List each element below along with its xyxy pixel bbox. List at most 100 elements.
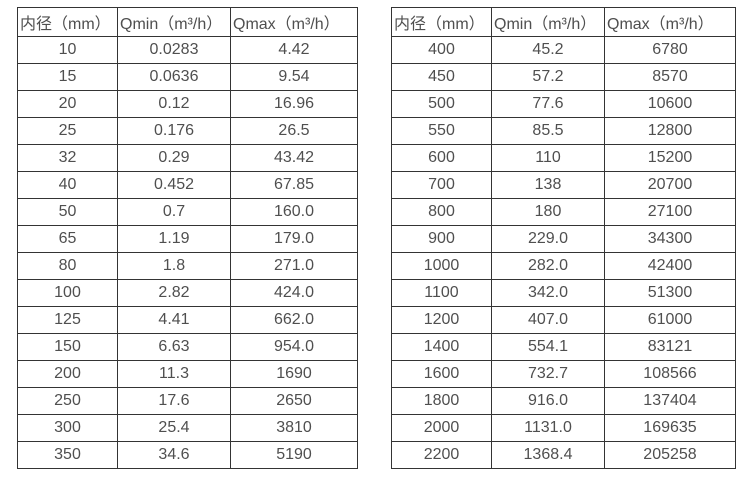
table-row: 1200 407.0 61000 [391,306,736,334]
table-cell: 12800 [604,117,736,145]
table-cell: 954.0 [230,333,358,361]
table-cell: 137404 [604,387,736,415]
column-header: Qmin（m³/h） [491,7,605,37]
table-cell: 42400 [604,252,736,280]
table-row: 150 6.63 954.0 [17,333,358,361]
table-cell: 17.6 [117,387,231,415]
table-cell: 138 [491,171,605,199]
table-cell: 43.42 [230,144,358,172]
table-cell: 110 [491,144,605,172]
table-row: 25 0.176 26.5 [17,117,358,145]
table-row: 1100 342.0 51300 [391,279,736,307]
table-cell: 83121 [604,333,736,361]
table-cell: 5190 [230,441,358,469]
table-cell: 1600 [391,360,492,388]
table-row: 20 0.12 16.96 [17,90,358,118]
table-cell: 32 [17,144,118,172]
table-cell: 25 [17,117,118,145]
flow-range-table-large-diameter: 内径（mm） Qmin（m³/h） Qmax（m³/h） 400 45.2 6780 450… [391,7,736,469]
table-cell: 1.19 [117,225,231,253]
table-row: 800 180 27100 [391,198,736,226]
table-row: 200 11.3 1690 [17,360,358,388]
table-row: 700 138 20700 [391,171,736,199]
table-row: 2000 1131.0 169635 [391,414,736,442]
column-header: 内径（mm） [391,7,492,37]
table-row: 900 229.0 34300 [391,225,736,253]
table-cell: 300 [17,414,118,442]
table-cell: 0.452 [117,171,231,199]
table-row: 65 1.19 179.0 [17,225,358,253]
table-cell: 916.0 [491,387,605,415]
table-cell: 900 [391,225,492,253]
table-cell: 8570 [604,63,736,91]
table-row: 2200 1368.4 205258 [391,441,736,469]
table-cell: 65 [17,225,118,253]
table-cell: 26.5 [230,117,358,145]
table-cell: 150 [17,333,118,361]
table-cell: 1690 [230,360,358,388]
table-cell: 51300 [604,279,736,307]
table-cell: 34300 [604,225,736,253]
table-cell: 1368.4 [491,441,605,469]
table-row: 500 77.6 10600 [391,90,736,118]
table-cell: 2200 [391,441,492,469]
table-cell: 0.7 [117,198,231,226]
table-cell: 1800 [391,387,492,415]
table-cell: 6.63 [117,333,231,361]
table-cell: 4.42 [230,36,358,64]
table-cell: 1400 [391,333,492,361]
table-cell: 67.85 [230,171,358,199]
table-cell: 3810 [230,414,358,442]
table-cell: 342.0 [491,279,605,307]
table-row: 1000 282.0 42400 [391,252,736,280]
table-cell: 1200 [391,306,492,334]
table-cell: 16.96 [230,90,358,118]
table-cell: 424.0 [230,279,358,307]
table-row: 400 45.2 6780 [391,36,736,64]
table-cell: 732.7 [491,360,605,388]
table-cell: 15200 [604,144,736,172]
column-header: Qmin（m³/h） [117,7,231,37]
table-cell: 10600 [604,90,736,118]
table-cell: 700 [391,171,492,199]
table-cell: 77.6 [491,90,605,118]
header-row: 内径（mm） Qmin（m³/h） Qmax（m³/h） [17,7,358,37]
table-cell: 271.0 [230,252,358,280]
table-cell: 1131.0 [491,414,605,442]
table-row: 125 4.41 662.0 [17,306,358,334]
table-cell: 108566 [604,360,736,388]
table-cell: 407.0 [491,306,605,334]
table-cell: 554.1 [491,333,605,361]
table-cell: 80 [17,252,118,280]
table-cell: 229.0 [491,225,605,253]
table-cell: 1000 [391,252,492,280]
table-cell: 25.4 [117,414,231,442]
table-cell: 20 [17,90,118,118]
table-cell: 282.0 [491,252,605,280]
table-row: 600 110 15200 [391,144,736,172]
table-cell: 0.0283 [117,36,231,64]
table-cell: 662.0 [230,306,358,334]
table-cell: 40 [17,171,118,199]
table-cell: 27100 [604,198,736,226]
table-row: 32 0.29 43.42 [17,144,358,172]
column-header: Qmax（m³/h） [230,7,358,37]
table-cell: 250 [17,387,118,415]
column-header: 内径（mm） [17,7,118,37]
table-cell: 450 [391,63,492,91]
table-cell: 2.82 [117,279,231,307]
table-cell: 85.5 [491,117,605,145]
table-row: 100 2.82 424.0 [17,279,358,307]
table-cell: 57.2 [491,63,605,91]
table-cell: 0.176 [117,117,231,145]
table-cell: 100 [17,279,118,307]
table-cell: 34.6 [117,441,231,469]
table-row: 300 25.4 3810 [17,414,358,442]
column-header: Qmax（m³/h） [604,7,736,37]
table-row: 1600 732.7 108566 [391,360,736,388]
table-cell: 1100 [391,279,492,307]
table-cell: 0.29 [117,144,231,172]
table-cell: 45.2 [491,36,605,64]
table-cell: 10 [17,36,118,64]
